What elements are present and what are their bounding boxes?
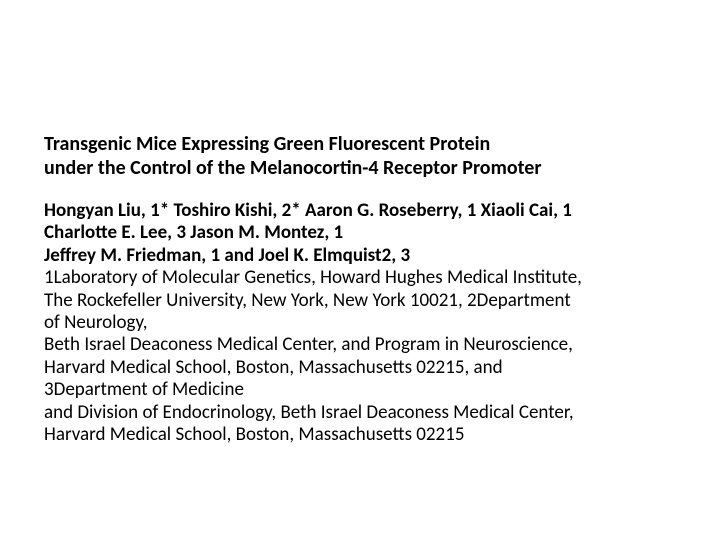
affiliation-line-2: The Rockefeller University, New York, Ne… <box>44 290 676 312</box>
title-line-2: under the Control of the Melanocortin-4 … <box>44 156 676 180</box>
authors-line-3: Jeffrey M. Friedman, 1 and Joel K. Elmqu… <box>44 245 676 267</box>
affiliation-line-1: 1Laboratory of Molecular Genetics, Howar… <box>44 267 676 289</box>
paper-title: Transgenic Mice Expressing Green Fluores… <box>44 132 676 180</box>
document-page: Transgenic Mice Expressing Green Fluores… <box>0 0 720 540</box>
affiliation-line-4: Beth Israel Deaconess Medical Center, an… <box>44 334 676 356</box>
authors-line-1: Hongyan Liu, 1* Toshiro Kishi, 2* Aaron … <box>44 200 676 222</box>
title-line-1: Transgenic Mice Expressing Green Fluores… <box>44 132 676 156</box>
author-affiliation-block: Hongyan Liu, 1* Toshiro Kishi, 2* Aaron … <box>44 200 676 446</box>
affiliation-line-7: and Division of Endocrinology, Beth Isra… <box>44 402 676 424</box>
affiliation-line-5: Harvard Medical School, Boston, Massachu… <box>44 357 676 379</box>
affiliation-line-8: Harvard Medical School, Boston, Massachu… <box>44 424 676 446</box>
affiliation-line-6: 3Department of Medicine <box>44 379 676 401</box>
affiliation-line-3: of Neurology, <box>44 312 676 334</box>
authors-line-2: Charlotte E. Lee, 3 Jason M. Montez, 1 <box>44 222 676 244</box>
